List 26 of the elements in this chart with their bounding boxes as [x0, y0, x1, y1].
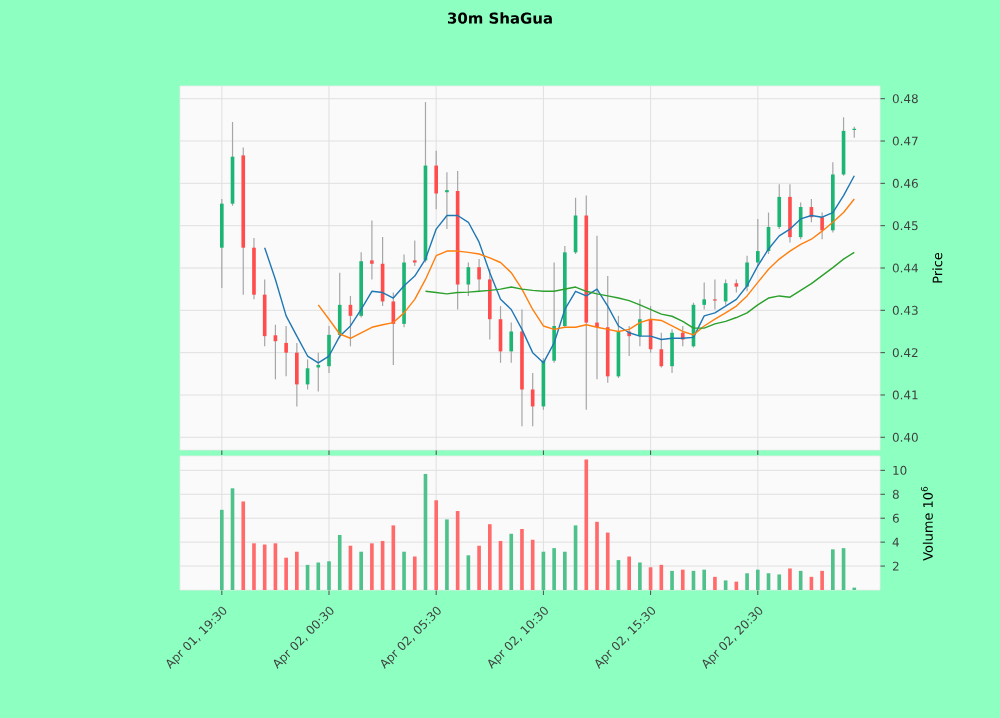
candlestick: [327, 325, 331, 374]
candlestick: [777, 183, 782, 230]
candlestick: [252, 237, 256, 300]
candlestick: [745, 255, 749, 292]
candlestick: [487, 268, 492, 341]
candlestick: [295, 342, 299, 408]
candlestick: [530, 372, 535, 427]
candlestick: [798, 201, 803, 240]
candlestick: [552, 261, 556, 364]
candlestick: [445, 171, 449, 230]
candlestick: [755, 218, 760, 267]
candlestick: [337, 272, 342, 339]
candlestick: [370, 219, 374, 281]
candlestick: [434, 150, 439, 210]
candlestick: [477, 258, 481, 292]
candlestick: [412, 239, 417, 267]
candlestick: [670, 328, 674, 374]
candlestick: [788, 183, 792, 244]
candlestick: [284, 325, 288, 377]
candlestick: [262, 278, 267, 347]
candlestick: [713, 278, 717, 311]
candlestick: [638, 298, 642, 347]
candlestick: [509, 322, 514, 364]
candlestick: [820, 211, 824, 240]
candlestick: [219, 198, 224, 289]
candlestick: [702, 281, 707, 311]
